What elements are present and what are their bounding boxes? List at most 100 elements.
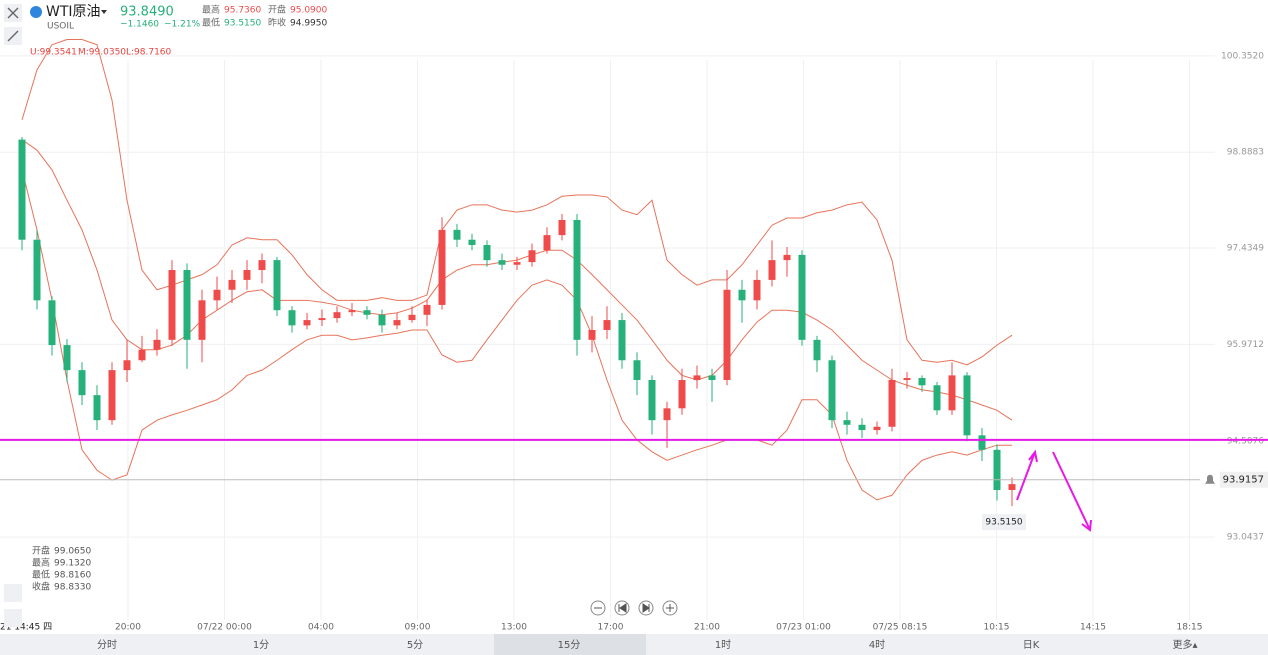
- band-legend: M:99.0350: [78, 48, 126, 58]
- x-tick-label: 07/22 00:00: [197, 623, 252, 633]
- alert-icon: [1205, 474, 1215, 484]
- candle-body: [873, 426, 881, 431]
- candle-body: [528, 250, 536, 263]
- x-tick-label: 07/25 08:15: [873, 623, 928, 633]
- tab[interactable]: 更多▴: [1172, 638, 1197, 651]
- symbol[interactable]: WTI原油: [46, 4, 101, 20]
- candle-body: [828, 360, 836, 421]
- stat-label: 开盘: [268, 4, 286, 16]
- tab[interactable]: 5分: [407, 639, 423, 651]
- indicator-button[interactable]: [4, 584, 22, 602]
- candle-body: [933, 385, 941, 411]
- candle-body: [78, 370, 86, 396]
- draw-icon: [7, 30, 19, 42]
- candle-body: [858, 424, 866, 431]
- band-lower: [21, 169, 1012, 501]
- candle-body: [288, 310, 296, 326]
- candle-body: [768, 260, 776, 280]
- candle-body: [18, 139, 26, 240]
- info-value: 99.0650: [54, 547, 91, 557]
- zoom-in-icon: [666, 604, 674, 612]
- candle-body: [333, 312, 341, 319]
- y-tick-label: 93.0437: [1227, 533, 1264, 543]
- candle-body: [273, 260, 281, 311]
- candle-body: [183, 270, 191, 340]
- candle-body: [108, 370, 116, 421]
- info-label: 最低: [32, 569, 50, 581]
- price-label: 93.9157: [1223, 475, 1264, 486]
- candle-body: [573, 219, 581, 340]
- candle-body: [408, 314, 416, 321]
- info-value: 99.1320: [54, 559, 91, 569]
- candle-body: [963, 375, 971, 436]
- candle-body: [153, 339, 161, 350]
- tab[interactable]: 1时: [715, 639, 731, 651]
- candle-body: [48, 300, 56, 346]
- x-tick-label: 09:00: [405, 623, 431, 633]
- candle-body: [618, 320, 626, 361]
- x-tick-label: 07/23 01:00: [776, 623, 831, 633]
- candle-body: [783, 254, 791, 261]
- candle-body: [213, 289, 221, 301]
- price-label-box: [1220, 471, 1268, 488]
- candle-body: [648, 380, 656, 421]
- stat-value: 95.0900: [290, 6, 327, 16]
- candle-body: [558, 219, 566, 236]
- candle-body: [543, 235, 551, 251]
- candle-body: [663, 408, 671, 421]
- tab[interactable]: 日K: [1023, 640, 1040, 651]
- symbol-code: USOIL: [47, 22, 74, 32]
- dropdown-icon: [101, 10, 107, 14]
- change: −1.1460: [120, 20, 159, 30]
- candle-body: [813, 339, 821, 361]
- low-marker-box: [982, 514, 1026, 531]
- up-arrow: [1016, 449, 1038, 501]
- x-tick-label: 14:15: [1080, 623, 1106, 633]
- candle-body: [438, 229, 446, 305]
- candle-body: [498, 260, 506, 265]
- candle-body: [243, 270, 251, 280]
- stat-label: 最高: [202, 4, 220, 16]
- stat-value: 95.7360: [224, 6, 261, 16]
- price: 93.8490: [120, 5, 174, 20]
- candle-body: [303, 320, 311, 326]
- cursor-time: 21 14:45 四: [0, 623, 52, 633]
- info-value: 98.8330: [54, 583, 91, 593]
- candle-body: [993, 449, 1001, 490]
- candle-body: [693, 375, 701, 381]
- candle-body: [258, 260, 266, 271]
- candle-body: [348, 310, 356, 313]
- candle-body: [633, 360, 641, 381]
- tool-button[interactable]: [4, 609, 22, 627]
- candle-body: [798, 254, 806, 340]
- candle-body: [723, 289, 731, 381]
- candle-body: [1008, 484, 1016, 490]
- tab[interactable]: 4时: [869, 639, 885, 651]
- symbol-icon: [30, 6, 42, 18]
- candle-body: [888, 380, 896, 427]
- tab[interactable]: 15分: [558, 639, 581, 651]
- low-marker-label: 93.5150: [985, 518, 1022, 528]
- go-end-icon: [642, 603, 650, 613]
- candle-body: [918, 378, 926, 386]
- candle-body: [198, 300, 206, 340]
- y-tick-label: 94.5076: [1227, 436, 1264, 446]
- zoom-controls: [590, 600, 678, 616]
- candle-body: [378, 314, 386, 326]
- change-pct: −1.21%: [164, 20, 201, 30]
- y-tick-label: 95.9712: [1227, 340, 1264, 350]
- stat-label: 最低: [202, 17, 220, 29]
- tab[interactable]: 分时: [97, 639, 117, 651]
- candle-body: [978, 435, 986, 450]
- candle-body: [318, 318, 326, 321]
- candle-body: [708, 375, 716, 381]
- candle-body: [738, 289, 746, 301]
- info-label: 收盘: [32, 581, 50, 593]
- tab[interactable]: 1分: [253, 639, 269, 651]
- x-tick-label: 17:00: [598, 623, 624, 633]
- close-icon: [7, 7, 19, 19]
- tab-selected: [494, 634, 646, 655]
- down-arrow: [1052, 451, 1092, 532]
